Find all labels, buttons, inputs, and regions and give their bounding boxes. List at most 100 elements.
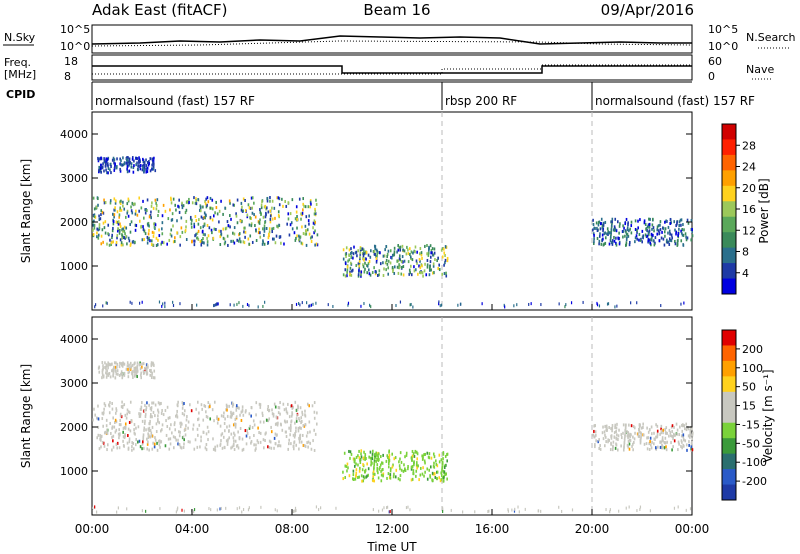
scatter-point: [513, 304, 515, 308]
scatter-point: [258, 431, 260, 435]
scatter-point: [152, 401, 155, 405]
scatter-point: [126, 211, 129, 215]
scatter-point: [250, 440, 253, 444]
scatter-point: [155, 430, 158, 434]
scatter-point: [101, 166, 103, 170]
colorbar-tick-label: 50: [742, 381, 756, 394]
scatter-point: [151, 163, 153, 167]
scatter-point: [143, 446, 145, 450]
scatter-point: [294, 421, 296, 425]
scatter-point: [403, 249, 406, 253]
scatter-point: [265, 226, 268, 230]
scatter-point: [650, 425, 653, 429]
scatter-point: [365, 263, 368, 267]
scatter-point: [444, 261, 446, 265]
scatter-point: [193, 447, 196, 451]
scatter-point: [244, 410, 247, 414]
scatter-point: [121, 234, 124, 238]
scatter-point: [102, 411, 105, 415]
scatter-point: [213, 304, 215, 308]
scatter-point: [170, 234, 173, 238]
scatter-point: [278, 223, 280, 227]
scatter-point: [200, 215, 203, 219]
scatter-point: [648, 428, 651, 432]
scatter-point: [373, 465, 375, 469]
scatter-point: [656, 434, 659, 438]
scatter-point: [96, 235, 98, 239]
scatter-point: [661, 438, 664, 442]
scatter-point: [364, 455, 366, 459]
scatter-point: [277, 196, 280, 200]
scatter-point: [274, 241, 277, 245]
scatter-point: [289, 212, 292, 216]
scatter-point: [101, 370, 104, 374]
scatter-point: [103, 158, 106, 162]
scatter-point: [126, 361, 129, 365]
scatter-point: [610, 231, 612, 235]
scatter-point: [114, 365, 117, 369]
scatter-point: [127, 214, 130, 218]
scatter-point: [131, 201, 134, 205]
scatter-point: [606, 302, 609, 306]
scatter-point: [98, 165, 100, 169]
scatter-point: [166, 424, 169, 428]
scatter-point: [100, 156, 102, 160]
scatter-point: [116, 236, 118, 240]
scatter-point: [138, 439, 141, 443]
scatter-point: [130, 209, 133, 213]
scatter-point: [120, 415, 123, 419]
scatter-point: [374, 252, 376, 256]
scatter-point: [300, 426, 302, 430]
scatter-point: [113, 166, 116, 170]
scatter-point: [677, 233, 679, 237]
scatter-point: [141, 300, 143, 304]
scatter-point: [126, 163, 129, 167]
scatter-point: [651, 227, 653, 231]
scatter-point: [686, 448, 688, 452]
scatter-point: [238, 436, 241, 440]
scatter-point: [394, 456, 397, 460]
scatter-point: [263, 224, 266, 228]
scatter-point: [153, 376, 156, 380]
scatter-point: [677, 239, 679, 243]
scatter-point: [290, 404, 293, 408]
scatter-point: [253, 443, 255, 447]
scatter-point: [277, 411, 280, 415]
scatter-point: [388, 458, 391, 462]
scatter-point: [294, 238, 297, 242]
scatter-point: [358, 469, 361, 473]
scatter-point: [622, 431, 624, 435]
scatter-point: [249, 216, 251, 220]
scatter-point: [202, 418, 205, 422]
scatter-point: [224, 429, 226, 433]
scatter-point: [149, 239, 151, 243]
scatter-point: [612, 445, 614, 449]
scatter-point: [235, 212, 237, 216]
scatter-point: [282, 402, 285, 406]
scatter-point: [601, 431, 604, 435]
scatter-point: [145, 428, 147, 432]
scatter-point: [134, 368, 137, 372]
scatter-point: [649, 241, 652, 245]
scatter-point: [231, 401, 234, 405]
scatter-point: [301, 242, 304, 246]
scatter-point: [316, 411, 318, 415]
scatter-point: [342, 477, 345, 481]
scatter-point: [115, 243, 118, 247]
scatter-point: [161, 232, 164, 236]
scatter-point: [433, 461, 435, 465]
nsky-tick-bottom: 10^0: [60, 40, 90, 53]
scatter-point: [120, 208, 123, 212]
scatter-point: [162, 203, 165, 207]
scatter-point: [668, 237, 671, 241]
scatter-point: [593, 226, 596, 230]
scatter-point: [146, 363, 149, 367]
scatter-point: [102, 304, 104, 308]
scatter-point: [376, 469, 379, 473]
scatter-point: [267, 445, 269, 449]
scatter-point: [105, 424, 108, 428]
scatter-point: [98, 168, 100, 172]
scatter-point: [315, 301, 317, 305]
scatter-point: [688, 443, 690, 447]
scatter-point: [200, 243, 203, 247]
